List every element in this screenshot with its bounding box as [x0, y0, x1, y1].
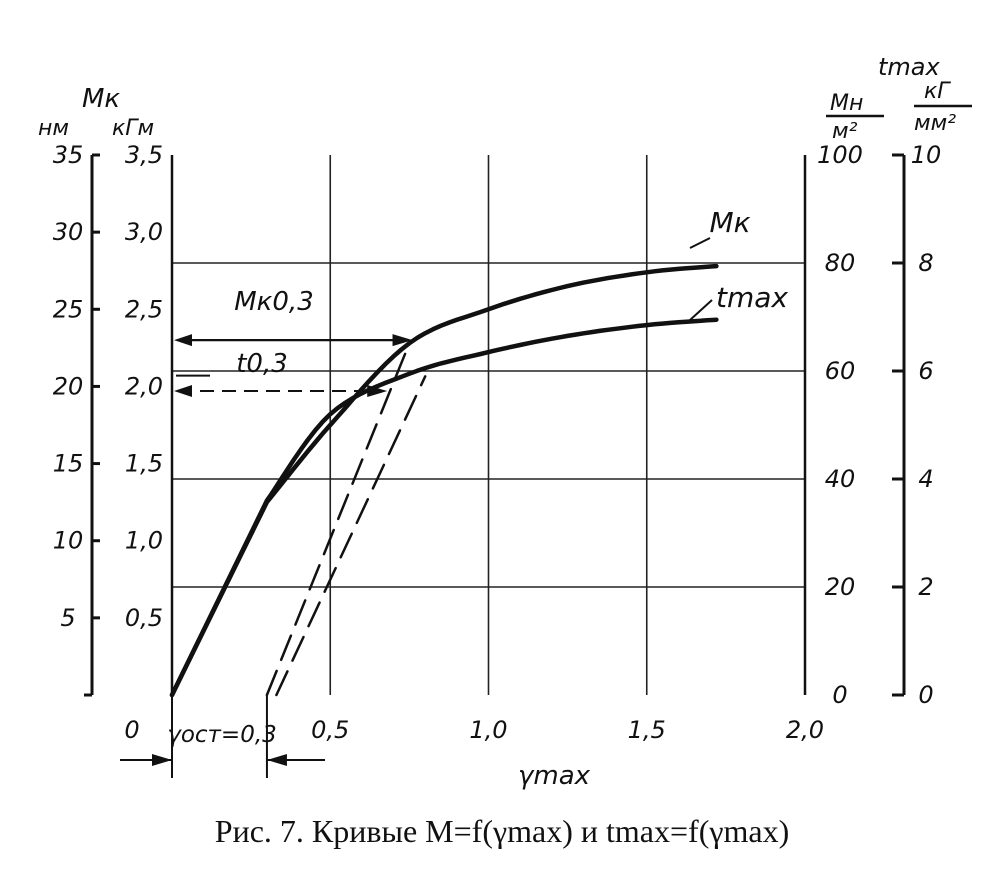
tick-label: 2,0 [786, 716, 824, 744]
curve-label-tmax: tmax [716, 281, 788, 314]
x-axis: 0 0,5 1,0 1,5 2,0 [124, 716, 824, 744]
axis-left-kgm: 0,5 1,0 1,5 2,0 2,5 3,0 3,5 [125, 141, 163, 632]
left-axis-unit-nm: нм [38, 116, 69, 141]
annotations: Mк0,3 t0,3 Mк tmax γост=0,3 [120, 206, 788, 778]
tick-label: 60 [825, 357, 856, 385]
tick-label: 2 [918, 573, 933, 601]
tick-label: 3,0 [125, 218, 163, 246]
gamma-ost-label: γост=0,3 [167, 722, 277, 748]
tick-label: 5 [60, 604, 75, 632]
tick-label: 1,0 [125, 527, 163, 555]
axis-right-mn: 0 20 40 60 80 100 [817, 141, 863, 709]
arrow-head [174, 385, 192, 398]
tick-label: 10 [53, 527, 84, 555]
series-curves [169, 263, 719, 698]
tick-label: 80 [825, 249, 856, 277]
tick-label: 2,5 [125, 295, 163, 323]
label-leader [689, 299, 713, 321]
tick-label: 30 [53, 218, 84, 246]
tick-label: 15 [53, 450, 84, 478]
t03-label: t0,3 [236, 349, 288, 379]
tick-label: 2,0 [125, 372, 163, 400]
right-axis-unit-kg-num: кГ [924, 79, 951, 104]
left-axis-unit-kgm: кГм [112, 116, 154, 141]
tick-label: 4 [918, 465, 933, 493]
tick-label: 35 [53, 141, 84, 169]
tick-label: 0 [832, 681, 847, 709]
tick-label: 3,5 [125, 141, 163, 169]
right-axis-title: tmax [878, 53, 940, 81]
unloading-line [275, 375, 427, 697]
tick-label: 1,5 [628, 716, 666, 744]
caption: Рис. 7. Кривые M=f(γmax) и tmax=f(γmax) [215, 813, 789, 849]
right-axis-unit-mn-num: Mн [830, 91, 863, 116]
unloading-line [265, 341, 411, 697]
arrow-head [367, 385, 388, 398]
series-tmax-curve [169, 317, 719, 698]
tick-label: 10 [911, 141, 942, 169]
tick-label: 1,5 [125, 450, 163, 478]
tick-label: 0 [918, 681, 933, 709]
right-axis-unit-kg-den: мм² [914, 111, 956, 136]
tick-label: 0 [124, 716, 139, 744]
arrow-head [266, 754, 287, 766]
tick-label: 1,0 [469, 716, 507, 744]
tick-label: 20 [825, 573, 856, 601]
plot-frame [170, 155, 807, 695]
curve-label-mk: Mк [709, 206, 750, 239]
tick-label: 40 [825, 465, 856, 493]
arrow-head [152, 754, 172, 766]
mk03-label: Mк0,3 [234, 287, 314, 317]
arrow-head [392, 334, 413, 347]
x-axis-title: γmax [518, 761, 591, 791]
tick-label: 25 [53, 295, 84, 323]
left-axis-title: Mк [82, 84, 120, 114]
tick-label: 20 [53, 372, 84, 400]
axis-right-kg: 0 2 4 6 8 10 [892, 141, 941, 709]
tick-label: 100 [817, 141, 863, 169]
tick-label: 6 [918, 357, 933, 385]
axis-left-nm: 5 10 15 20 25 30 35 [53, 141, 100, 697]
arrow-head [174, 334, 192, 347]
grid [172, 155, 805, 695]
tick-label: 0,5 [125, 604, 163, 632]
label-leader [689, 237, 711, 249]
right-axis-unit-mn-den: м² [832, 119, 858, 144]
tick-label: 8 [918, 249, 933, 277]
tick-label: 0,5 [311, 716, 349, 744]
series-mk-curve [169, 263, 719, 698]
